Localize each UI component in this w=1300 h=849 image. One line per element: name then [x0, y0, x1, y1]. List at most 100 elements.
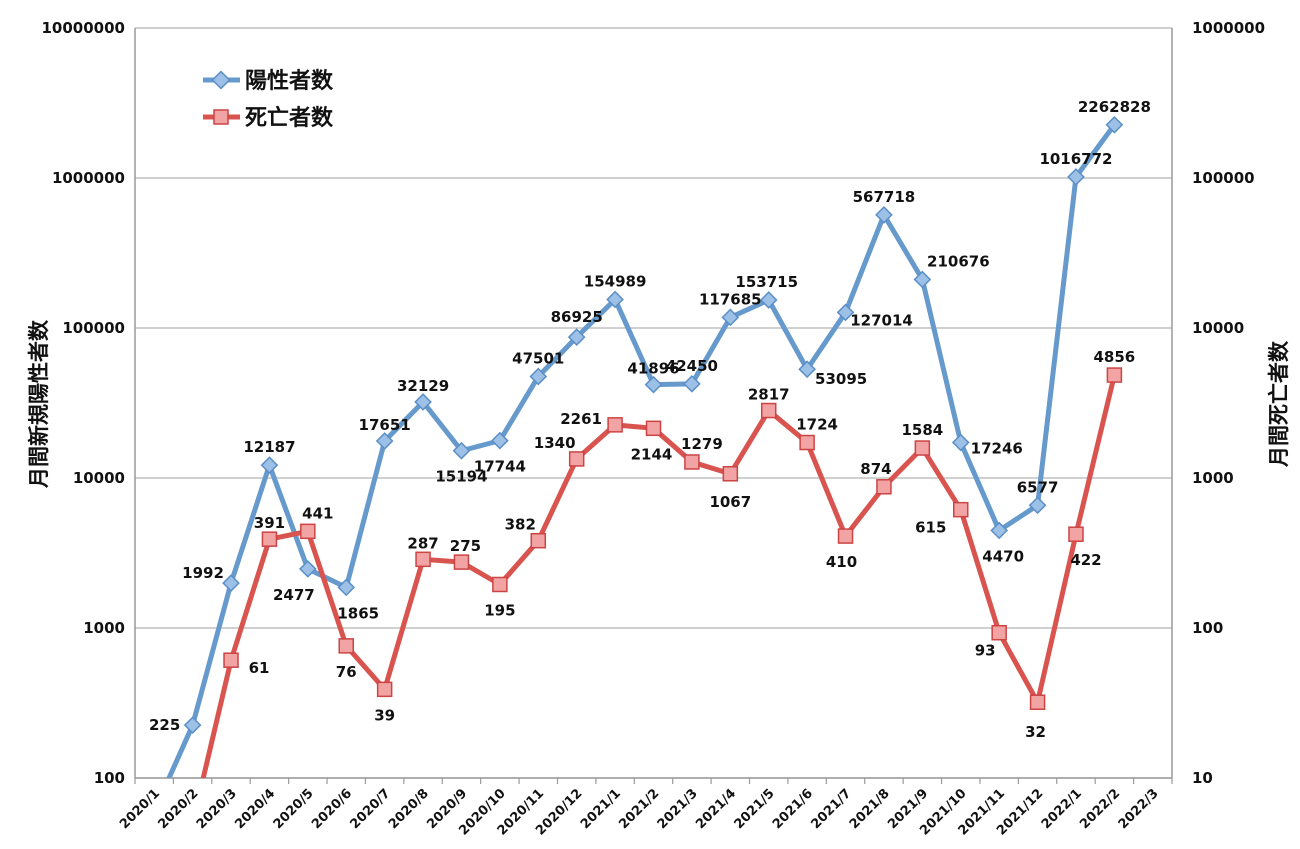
x-tick-label: 2021/6: [770, 786, 816, 832]
point-deaths: [914, 440, 931, 456]
point-positive: [990, 521, 1009, 540]
x-tick-label: 2020/5: [271, 786, 317, 832]
point-deaths: [415, 551, 431, 568]
right-tick-label: 100000: [1192, 169, 1255, 187]
x-tick-label: 2022/3: [1116, 786, 1162, 832]
point-deaths: [223, 652, 239, 668]
data-label-deaths: 195: [484, 601, 515, 619]
point-positive: [452, 441, 471, 460]
x-tick-label: 2020/2: [155, 786, 201, 832]
legend-item-deaths: 死亡者数: [203, 105, 334, 131]
legend-item-positive: 陽性者数: [203, 68, 334, 94]
data-label-deaths: 410: [826, 553, 857, 571]
point-positive: [183, 716, 202, 735]
data-label-positive: 154989: [584, 272, 647, 290]
data-label-positive: 86925: [551, 308, 603, 326]
point-positive: [644, 375, 663, 394]
point-positive: [298, 560, 317, 578]
x-tick-label: 2020/8: [386, 786, 432, 832]
point-deaths: [799, 434, 815, 451]
point-deaths: [953, 501, 969, 518]
x-tick-label: 2021/2: [616, 786, 662, 832]
x-tick-label: 2020/4: [232, 786, 278, 832]
x-tick-label: 2022/1: [1039, 786, 1085, 832]
point-positive: [798, 360, 816, 379]
point-positive: [1105, 115, 1124, 134]
x-tick-label: 2021/5: [732, 786, 778, 832]
data-label-positive: 2262828: [1078, 98, 1151, 116]
legend-label-positive: 陽性者数: [245, 68, 334, 94]
data-label-positive: 6577: [1017, 478, 1059, 496]
point-deaths: [684, 454, 700, 470]
data-label-positive: 47501: [512, 349, 564, 367]
point-deaths: [1106, 367, 1123, 383]
axes: [134, 28, 1173, 784]
data-label-deaths: 1724: [796, 416, 838, 434]
left-tick-label: 100: [94, 769, 125, 787]
right-tick-label: 10000: [1192, 319, 1244, 337]
data-label-positive: 1016772: [1039, 150, 1112, 168]
point-positive: [875, 206, 893, 224]
point-deaths: [645, 420, 662, 437]
data-label-positive: 17246: [971, 439, 1023, 457]
data-label-positive: 1865: [337, 604, 379, 622]
left-axis-title: 月間新規陽性者数: [27, 319, 51, 489]
data-label-positive: 12187: [243, 438, 295, 456]
point-positive: [759, 291, 778, 309]
point-deaths: [376, 681, 393, 698]
point-positive: [951, 433, 970, 452]
point-deaths: [607, 417, 623, 433]
point-deaths: [722, 466, 739, 482]
right-tick-label: 10: [1192, 769, 1213, 787]
left-tick-label: 1000000: [52, 169, 125, 187]
point-positive: [222, 574, 240, 592]
legend: 陽性者数 死亡者数: [203, 68, 334, 131]
x-tick-label: 2022/2: [1077, 786, 1123, 832]
left-axis-ticks: 100 1000 10000 100000 1000000 10000000: [42, 19, 126, 787]
data-label-deaths: 39: [374, 706, 395, 724]
point-positive: [721, 308, 740, 327]
x-tick-label: 2021/8: [847, 786, 893, 832]
legend-label-deaths: 死亡者数: [245, 105, 334, 131]
left-tick-label: 1000: [83, 619, 125, 637]
data-label-positive: 41896: [627, 360, 679, 378]
x-tick-label: 2020/6: [309, 786, 355, 832]
point-deaths: [530, 532, 547, 549]
point-positive: [260, 456, 279, 474]
right-tick-label: 1000: [1192, 469, 1234, 487]
right-axis-ticks: 10 100 1000 10000 100000 1000000: [1192, 19, 1265, 787]
data-label-positive: 127014: [850, 311, 913, 329]
data-label-deaths: 874: [860, 460, 891, 478]
data-label-deaths: 1340: [534, 434, 576, 452]
data-label-positive: 153715: [735, 273, 798, 291]
point-positive: [1067, 168, 1085, 186]
data-label-deaths: 382: [505, 516, 536, 534]
data-label-deaths: 61: [249, 659, 270, 677]
point-positive: [836, 303, 855, 322]
x-tick-label: 2021/4: [693, 786, 739, 832]
x-axis-ticks: 2020/12020/22020/32020/42020/52020/62020…: [117, 786, 1162, 838]
data-label-positive: 225: [149, 716, 180, 734]
data-label-deaths: 32: [1025, 723, 1046, 741]
right-tick-label: 1000000: [1192, 19, 1265, 37]
data-label-positive: 4470: [982, 547, 1024, 565]
point-deaths: [453, 554, 470, 570]
point-deaths: [300, 523, 316, 540]
data-label-deaths: 4856: [1094, 348, 1136, 366]
point-positive: [567, 328, 586, 346]
point-positive: [337, 578, 356, 597]
data-label-deaths: 1584: [901, 421, 943, 439]
x-tick-label: 2021/1: [578, 786, 624, 832]
data-label-positive: 32129: [397, 377, 449, 395]
right-tick-label: 100: [1192, 619, 1223, 637]
point-positive: [683, 374, 701, 393]
data-label-deaths: 391: [254, 514, 285, 532]
series-line-0: [166, 123, 1117, 778]
data-label-deaths: 1279: [681, 435, 723, 453]
data-label-deaths: 615: [915, 519, 946, 537]
point-positive: [529, 367, 548, 386]
point-positive: [1028, 496, 1047, 515]
point-deaths: [876, 479, 892, 495]
point-deaths: [991, 624, 1007, 641]
